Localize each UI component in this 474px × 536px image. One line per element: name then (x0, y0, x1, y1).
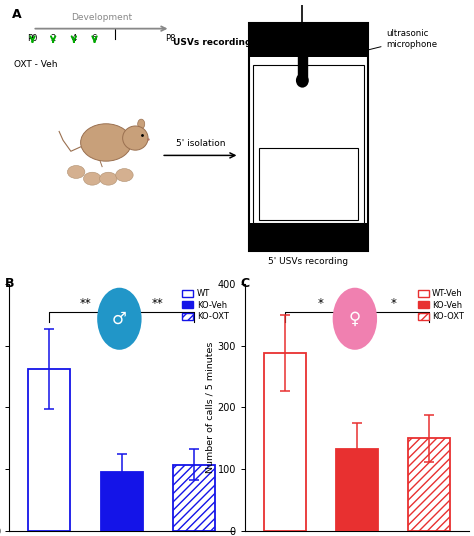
Bar (264, 353, 306, 531)
Text: P8: P8 (165, 34, 176, 43)
Bar (100, 472, 143, 531)
Text: P0: P0 (27, 34, 37, 43)
Bar (248, 222, 368, 251)
Ellipse shape (100, 172, 117, 185)
Ellipse shape (81, 124, 131, 161)
Bar (298, 55, 307, 77)
Bar (248, 24, 368, 57)
Text: USVs recording: USVs recording (173, 38, 251, 47)
Bar (248, 24, 368, 251)
Circle shape (296, 73, 309, 87)
Ellipse shape (123, 126, 148, 150)
Bar (253, 65, 364, 222)
Y-axis label: Number of calls / 5 minutes: Number of calls / 5 minutes (206, 342, 215, 473)
Ellipse shape (137, 119, 145, 129)
Text: 5' USVs recording: 5' USVs recording (268, 257, 348, 266)
Legend: WT-Veh, KO-Veh, KO-OXT: WT-Veh, KO-Veh, KO-OXT (415, 286, 467, 325)
Text: 2: 2 (51, 34, 56, 43)
Ellipse shape (67, 166, 85, 178)
Text: B: B (5, 277, 15, 290)
Ellipse shape (83, 172, 101, 185)
Text: 6: 6 (92, 34, 97, 43)
Bar (173, 465, 215, 531)
Bar (28, 369, 70, 531)
Text: C: C (240, 277, 250, 290)
Bar (409, 438, 450, 531)
Ellipse shape (303, 180, 315, 192)
Legend: WT, KO-Veh, KO-OXT: WT, KO-Veh, KO-OXT (179, 286, 232, 325)
Text: 4: 4 (71, 34, 76, 43)
Text: **: ** (80, 297, 91, 310)
Bar (336, 449, 378, 531)
Text: *: * (318, 297, 324, 310)
Text: Development: Development (71, 13, 132, 23)
Text: *: * (391, 297, 396, 310)
Bar (259, 147, 358, 220)
Ellipse shape (116, 169, 133, 182)
Ellipse shape (282, 179, 307, 197)
Text: OXT - Veh: OXT - Veh (14, 61, 57, 69)
Text: **: ** (152, 297, 164, 310)
Ellipse shape (310, 176, 314, 181)
Text: 5' isolation: 5' isolation (175, 139, 225, 147)
Text: ultrasonic
microphone: ultrasonic microphone (310, 29, 438, 64)
Text: A: A (12, 8, 21, 21)
